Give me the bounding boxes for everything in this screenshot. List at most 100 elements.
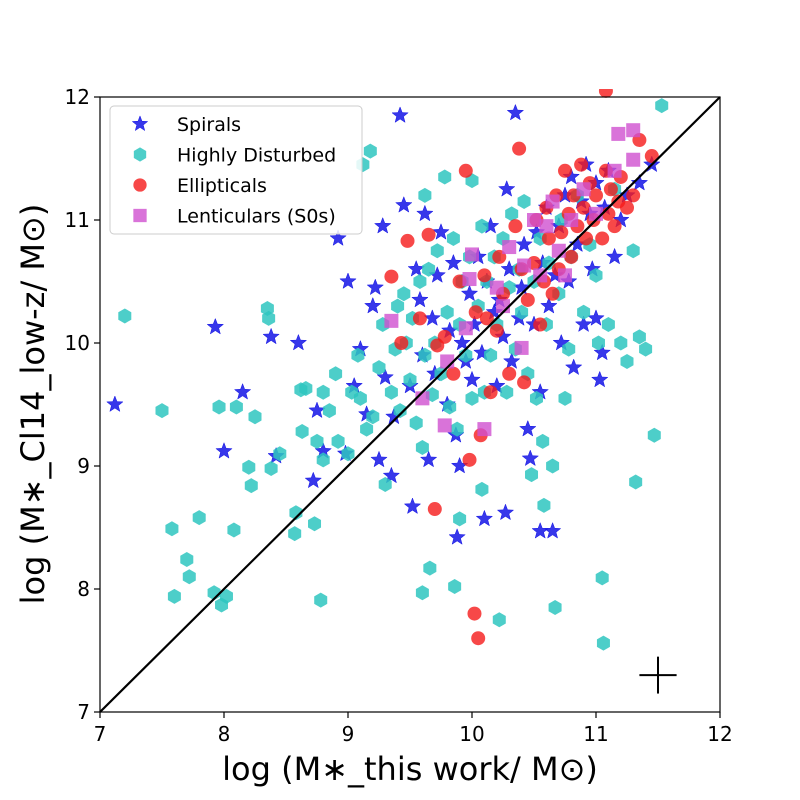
legend-label-lenticulars-s0s: Lenticulars (S0s) xyxy=(177,206,336,228)
data-point-ellipticals xyxy=(394,336,409,350)
data-point-highly-disturbed xyxy=(492,612,506,628)
data-point-ellipticals xyxy=(384,269,399,284)
data-point-highly-disturbed xyxy=(308,516,322,532)
data-point-spirals xyxy=(215,442,233,459)
data-point-highly-disturbed xyxy=(626,243,640,259)
data-point-spirals xyxy=(407,259,425,277)
data-point-spirals xyxy=(304,471,323,489)
data-point-highly-disturbed xyxy=(351,347,365,363)
data-point-ellipticals xyxy=(517,375,532,390)
data-point-highly-disturbed xyxy=(227,522,241,538)
data-point-spirals xyxy=(329,229,347,246)
data-point-highly-disturbed xyxy=(589,267,603,283)
data-point-lenticulars-s0s xyxy=(477,422,492,437)
data-point-ellipticals xyxy=(458,163,473,178)
data-point-ellipticals xyxy=(427,502,442,517)
data-point-spirals xyxy=(370,450,388,468)
data-point-highly-disturbed xyxy=(438,169,452,185)
data-point-lenticulars-s0s xyxy=(517,258,532,273)
data-point-highly-disturbed xyxy=(475,218,489,234)
data-point-spirals xyxy=(411,290,429,308)
data-point-highly-disturbed xyxy=(632,329,646,345)
data-point-lenticulars-s0s xyxy=(539,219,554,234)
y-tick-label: 11 xyxy=(65,208,90,232)
data-point-highly-disturbed xyxy=(192,510,206,526)
data-point-highly-disturbed xyxy=(525,467,539,483)
data-point-lenticulars-s0s xyxy=(384,313,399,328)
data-point-highly-disturbed xyxy=(363,143,377,159)
x-tick-label: 7 xyxy=(94,722,107,746)
data-point-highly-disturbed xyxy=(484,347,498,363)
data-point-ellipticals xyxy=(471,631,486,646)
data-point-spirals xyxy=(593,343,611,361)
data-point-highly-disturbed xyxy=(475,481,489,497)
data-point-spirals xyxy=(564,358,583,376)
data-point-spirals xyxy=(519,419,537,437)
y-tick-label: 10 xyxy=(65,331,90,355)
data-point-ellipticals xyxy=(467,606,482,621)
data-point-highly-disturbed xyxy=(322,403,336,419)
data-point-ellipticals xyxy=(576,200,591,215)
data-point-spirals xyxy=(416,204,434,222)
data-point-ellipticals xyxy=(462,452,477,467)
data-point-highly-disturbed xyxy=(536,433,550,449)
data-point-highly-disturbed xyxy=(465,390,479,406)
data-point-ellipticals xyxy=(644,149,659,164)
plot-frame-layer xyxy=(99,96,721,713)
data-point-ellipticals xyxy=(541,231,556,246)
x-tick-label: 10 xyxy=(459,722,484,746)
data-point-highly-disturbed xyxy=(647,427,661,443)
data-point-highly-disturbed xyxy=(577,304,591,320)
legend-marker-highly-disturbed xyxy=(133,147,147,162)
data-point-highly-disturbed xyxy=(180,551,194,567)
data-point-ellipticals xyxy=(595,231,610,246)
data-point-spirals xyxy=(262,327,280,345)
data-point-highly-disturbed xyxy=(167,588,181,604)
data-point-highly-disturbed xyxy=(591,335,605,351)
data-point-highly-disturbed xyxy=(273,446,287,462)
data-point-spirals xyxy=(382,466,401,484)
data-point-highly-disturbed xyxy=(505,206,519,222)
y-tick-label: 9 xyxy=(77,454,90,478)
data-point-highly-disturbed xyxy=(415,585,429,601)
data-point-spirals xyxy=(432,223,450,240)
data-point-highly-disturbed xyxy=(595,570,609,586)
data-point-highly-disturbed xyxy=(515,304,529,320)
data-point-highly-disturbed xyxy=(299,381,313,397)
data-point-highly-disturbed xyxy=(329,366,343,382)
data-point-highly-disturbed xyxy=(264,460,278,476)
data-point-highly-disturbed xyxy=(418,347,432,363)
data-point-lenticulars-s0s xyxy=(502,240,517,255)
data-point-highly-disturbed xyxy=(537,497,551,513)
data-point-highly-disturbed xyxy=(331,433,345,449)
data-point-highly-disturbed xyxy=(403,372,417,388)
data-point-highly-disturbed xyxy=(601,317,615,333)
data-point-ellipticals xyxy=(564,249,579,264)
data-point-spirals xyxy=(475,509,494,527)
data-point-spirals xyxy=(574,315,593,333)
data-point-highly-disturbed xyxy=(562,341,576,357)
data-point-spirals xyxy=(590,370,609,388)
y-axis-title: log (M∗_Cl14_low-z/ M⊙) xyxy=(14,204,52,605)
data-point-spirals xyxy=(366,278,385,296)
data-point-highly-disturbed xyxy=(639,341,653,357)
data-point-highly-disturbed xyxy=(529,390,543,406)
data-point-highly-disturbed xyxy=(620,353,634,369)
data-point-highly-disturbed xyxy=(391,298,405,314)
data-point-highly-disturbed xyxy=(262,310,276,326)
data-point-highly-disturbed xyxy=(614,335,628,351)
data-point-ellipticals xyxy=(533,317,548,332)
data-point-lenticulars-s0s xyxy=(611,126,626,141)
data-point-ellipticals xyxy=(626,188,641,203)
data-point-ellipticals xyxy=(545,286,560,301)
data-point-spirals xyxy=(540,296,558,314)
data-point-spirals xyxy=(444,253,463,271)
data-point-highly-disturbed xyxy=(316,384,330,400)
x-axis-title: log (M∗_this work/ M⊙) xyxy=(222,750,598,788)
data-point-lenticulars-s0s xyxy=(527,213,541,227)
legend-marker-spirals xyxy=(131,115,149,132)
data-point-spirals xyxy=(233,382,252,400)
data-point-highly-disturbed xyxy=(242,459,256,475)
data-point-ellipticals xyxy=(489,323,504,338)
